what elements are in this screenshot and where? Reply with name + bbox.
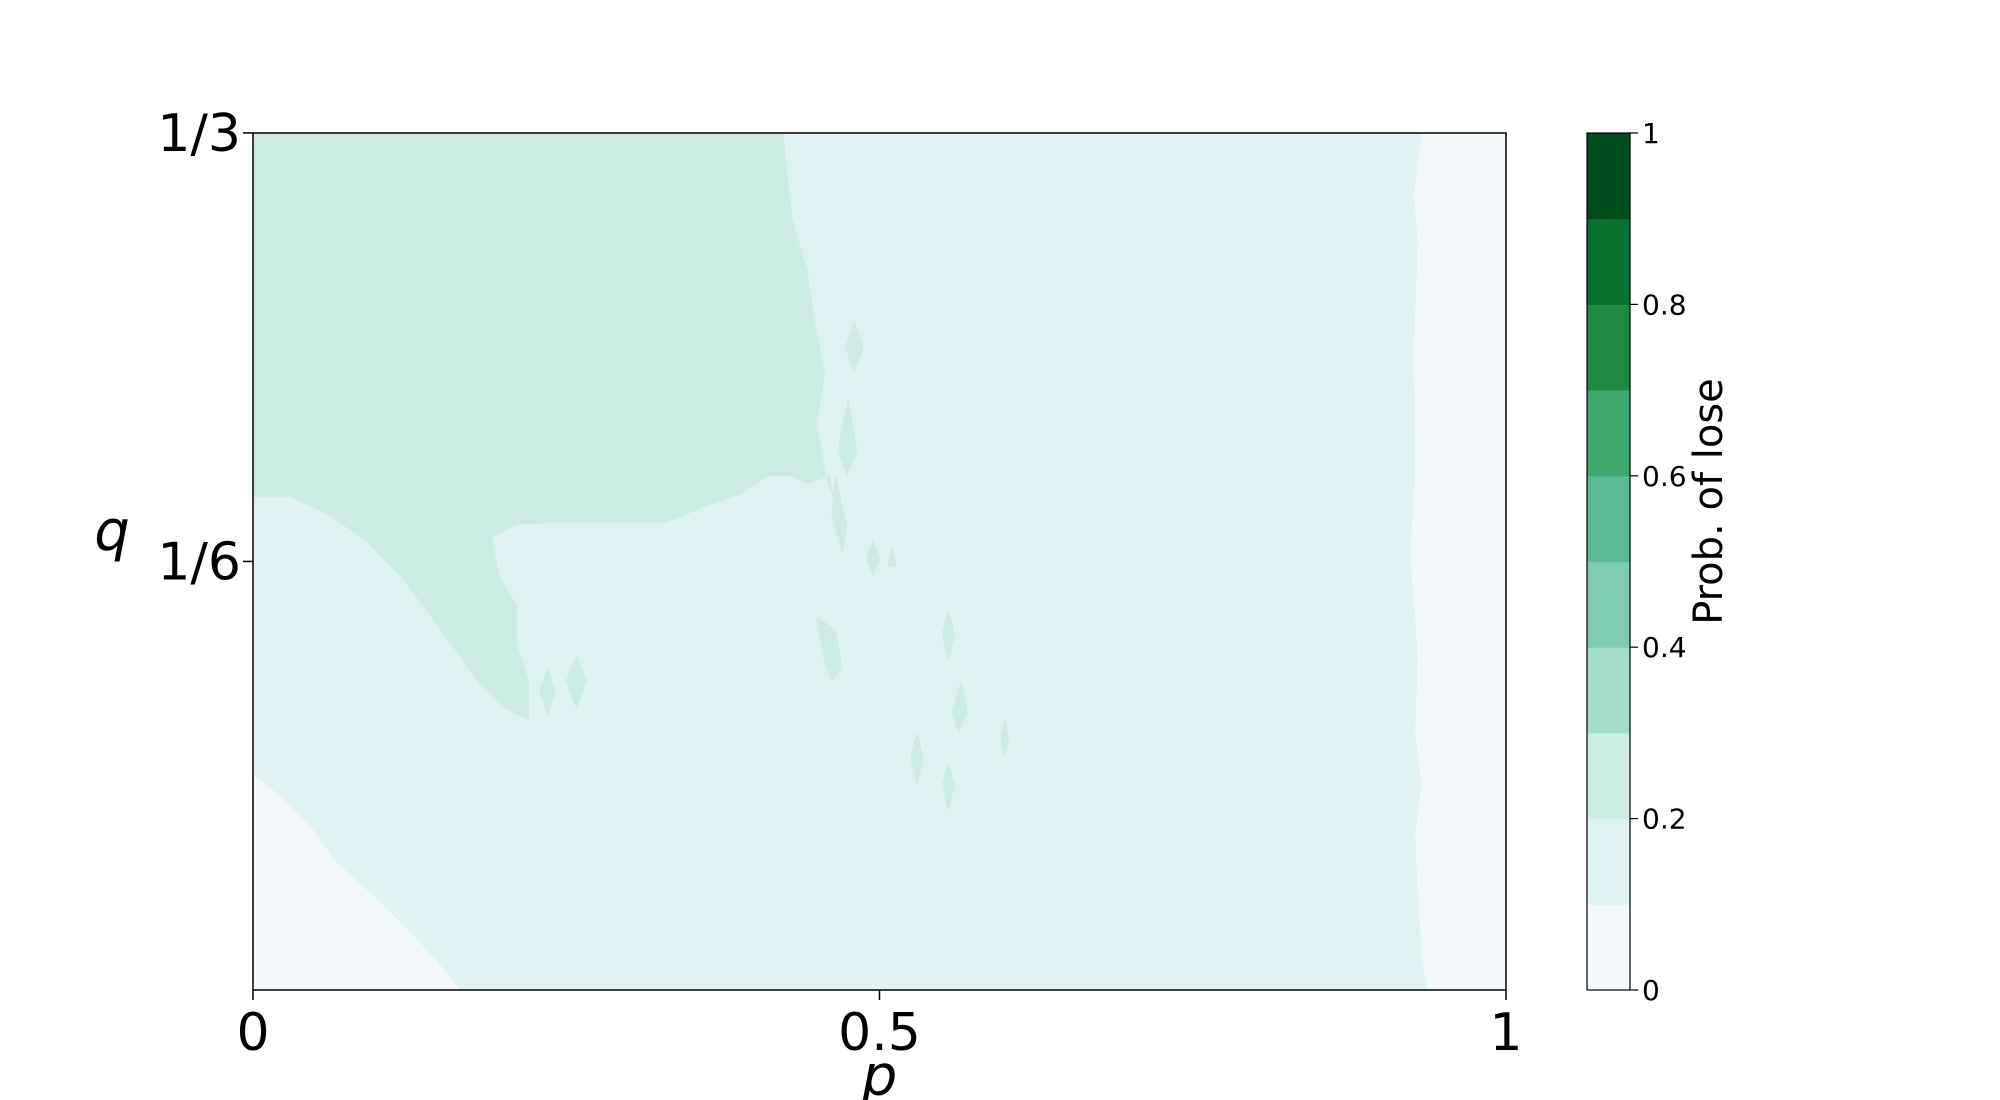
- colorbar-band-4: [1587, 561, 1630, 648]
- colorbar-tick-label: 0.6: [1642, 460, 1687, 493]
- contour-region-12: [910, 732, 924, 785]
- contour-region-11: [951, 681, 968, 735]
- colorbar-band-9: [1587, 133, 1630, 220]
- colorbar-tick-label: 0.4: [1642, 631, 1687, 664]
- colorbar-band-6: [1587, 390, 1630, 477]
- colorbar-tick-label: 1: [1642, 117, 1660, 150]
- contour-region-10: [941, 609, 956, 662]
- contour-region-2: [1410, 132, 1507, 991]
- x-tick-label: 0: [236, 1003, 269, 1063]
- colorbar-band-1: [1587, 818, 1630, 905]
- colorbar-tick-label: 0.2: [1642, 803, 1687, 836]
- x-tick-label: 0.5: [838, 1003, 921, 1063]
- contour-region-13: [941, 761, 956, 811]
- colorbar-band-5: [1587, 475, 1630, 562]
- y-axis-label: q: [94, 499, 130, 564]
- colorbar-frame: [1586, 132, 1631, 991]
- plot-area: [252, 132, 1507, 991]
- colorbar: [1586, 132, 1631, 991]
- colorbar-band-0: [1587, 904, 1630, 991]
- contour-region-5: [837, 398, 858, 478]
- colorbar-band-3: [1587, 647, 1630, 734]
- x-tick-label: 1: [1489, 1003, 1522, 1063]
- y-tick-label: 1/3: [157, 104, 241, 164]
- contour-region-9: [816, 616, 843, 683]
- colorbar-band-7: [1587, 304, 1630, 391]
- colorbar-tick-label: 0.8: [1642, 288, 1687, 321]
- y-axis: 1/6 1/3: [157, 104, 253, 592]
- colorbar-band-2: [1587, 732, 1630, 820]
- colorbar-band-8: [1587, 218, 1630, 305]
- contour-region-15: [539, 666, 556, 717]
- x-axis: 0 0.5 1: [236, 990, 1523, 1063]
- contour-region-6: [831, 475, 848, 554]
- x-axis-label: p: [861, 1044, 898, 1100]
- contour-region-8: [866, 538, 881, 578]
- contour-region-3: [252, 132, 835, 721]
- colorbar-tick-label: 0: [1642, 974, 1660, 1007]
- colorbar-label: Prob. of lose: [1686, 378, 1732, 625]
- colorbar-axis: 0 0.2 0.4 0.6 0.8 1: [1630, 117, 1687, 1007]
- contour-region-16: [1000, 719, 1010, 757]
- contour-region-14: [565, 654, 587, 709]
- contour-region-4: [845, 319, 864, 375]
- y-tick-label: 1/6: [157, 532, 241, 592]
- contour-region-7: [887, 545, 897, 567]
